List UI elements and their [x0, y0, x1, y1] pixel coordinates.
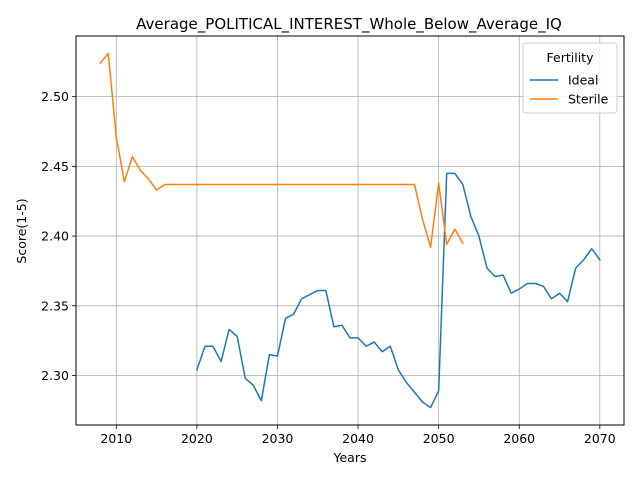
- legend-label-sterile: Sterile: [568, 92, 609, 107]
- x-tick-label: 2060: [503, 431, 535, 446]
- x-tick-label: 2030: [262, 431, 294, 446]
- y-axis-ticks: 2.30 2.35 2.40 2.45 2.50: [41, 89, 76, 383]
- y-tick-label: 2.50: [41, 89, 69, 104]
- grid: [76, 36, 624, 425]
- legend-title: Fertility: [547, 50, 595, 65]
- series-layer: [99, 52, 601, 409]
- x-tick-label: 2020: [181, 431, 213, 446]
- series-line-ideal: [195, 172, 601, 409]
- legend-label-ideal: Ideal: [568, 73, 598, 88]
- y-tick-label: 2.45: [41, 159, 69, 174]
- chart-title: Average_POLITICAL_INTEREST_Whole_Below_A…: [136, 15, 562, 34]
- x-axis-label: Years: [333, 450, 367, 465]
- legend-box: [522, 42, 618, 114]
- legend: Fertility Ideal Sterile: [522, 42, 618, 114]
- series-line-sterile: [99, 52, 464, 248]
- x-tick-label: 2040: [342, 431, 374, 446]
- x-tick-label: 2010: [100, 431, 132, 446]
- y-axis-label: Score(1-5): [14, 198, 29, 263]
- x-tick-label: 2050: [423, 431, 455, 446]
- y-tick-label: 2.30: [41, 368, 69, 383]
- y-tick-label: 2.35: [41, 298, 69, 313]
- plot-frame: [75, 35, 625, 426]
- y-tick-label: 2.40: [41, 229, 69, 244]
- x-tick-label: 2070: [584, 431, 616, 446]
- x-axis-ticks: 2010 2020 2030 2040 2050 2060 2070: [100, 425, 616, 446]
